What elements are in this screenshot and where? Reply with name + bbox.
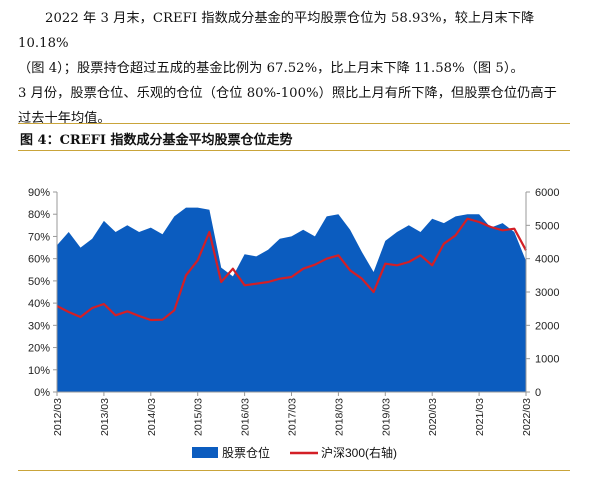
y-left-tick-label: 50%: [28, 276, 50, 288]
axis-layer: 0% 10% 20% 30% 40% 50% 60% 70% 80% 90% 0 1000 2000 30…: [28, 187, 560, 436]
series-line-hs300: [56, 217, 527, 322]
x-tick-label: 2018/03: [333, 398, 345, 436]
line-layer: [56, 217, 527, 322]
x-tick-label: 2021/03: [474, 398, 486, 436]
y-right-tick-label: 6000: [535, 187, 559, 199]
paragraph-line: 2022 年 3 月末，CREFI 指数成分基金的平均股票仓位为 58.93%，…: [18, 11, 535, 51]
paragraph-line: 3 月份，股票仓位、乐观的仓位（仓位 80%-100%）照比上月有所下降，但股票…: [18, 86, 557, 101]
legend-label-area: 股票仓位: [222, 445, 270, 460]
top-rule: [18, 123, 570, 124]
y-left-tick-label: 20%: [28, 343, 50, 355]
legend-label-line: 沪深300(右轴): [321, 445, 397, 460]
series-area-stock-position: [57, 207, 526, 392]
bottom-rule: [18, 470, 570, 471]
y-right-tick-label: 2000: [535, 320, 559, 332]
intro-paragraph: 2022 年 3 月末，CREFI 指数成分基金的平均股票仓位为 58.93%，…: [18, 6, 584, 131]
x-tick-label: 2012/03: [52, 398, 64, 436]
y-right-tick-label: 3000: [535, 287, 559, 299]
x-tick-label: 2022/03: [521, 398, 533, 436]
y-left-tick-label: 90%: [28, 187, 50, 199]
y-right-tick-label: 4000: [535, 254, 559, 266]
x-tick-label: 2015/03: [193, 398, 205, 436]
title-rule: [18, 150, 570, 151]
x-tick-label: 2014/03: [146, 398, 158, 436]
y-right-tick-label: 5000: [535, 220, 559, 232]
y-right-tick-label: 0: [535, 387, 541, 399]
y-left-tick-label: 80%: [28, 209, 50, 221]
paragraph-line: 过去十年均值。: [18, 111, 111, 126]
x-tick-label: 2020/03: [427, 398, 439, 436]
y-left-tick-label: 60%: [28, 254, 50, 266]
figure-title: 图 4：CREFI 指数成分基金平均股票仓位走势: [20, 133, 293, 148]
y-left-tick-label: 10%: [28, 365, 50, 377]
legend-swatch-area: [192, 447, 218, 458]
x-tick-label: 2019/03: [380, 398, 392, 436]
y-left-tick-label: 0%: [34, 387, 50, 399]
x-tick-label: 2017/03: [287, 398, 299, 436]
area-layer: [57, 207, 526, 392]
y-right-tick-label: 1000: [535, 354, 559, 366]
y-left-tick-label: 40%: [28, 298, 50, 310]
y-left-tick-label: 30%: [28, 320, 50, 332]
x-tick-label: 2016/03: [240, 398, 252, 436]
paragraph-line: （图 4）；股票持仓超过五成的基金比例为 67.52%，比上月末下降 11.58…: [18, 61, 524, 76]
y-left-tick-label: 70%: [28, 231, 50, 243]
legend: 股票仓位 沪深300(右轴): [192, 445, 397, 460]
x-tick-label: 2013/03: [99, 398, 111, 436]
